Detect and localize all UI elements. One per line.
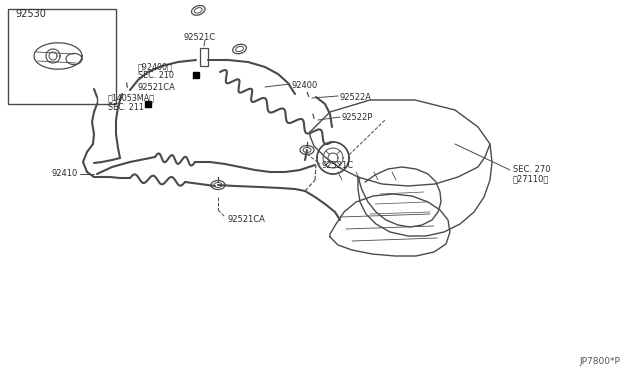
Ellipse shape — [70, 68, 84, 78]
Text: ㈐14053MA】: ㈐14053MA】 — [108, 93, 155, 103]
Text: SEC. 270: SEC. 270 — [513, 166, 550, 174]
Text: 92521CA: 92521CA — [227, 215, 265, 224]
Ellipse shape — [211, 180, 225, 189]
Ellipse shape — [214, 183, 222, 187]
Text: ㈐92400】: ㈐92400】 — [138, 62, 173, 71]
Text: 92400: 92400 — [292, 80, 318, 90]
Text: 92410: 92410 — [52, 170, 78, 179]
Text: ㈐27110】: ㈐27110】 — [513, 174, 549, 183]
Text: 92521CA: 92521CA — [138, 83, 176, 92]
Text: 92530: 92530 — [15, 9, 46, 19]
Text: SEC. 210: SEC. 210 — [138, 71, 174, 80]
Text: 92522A: 92522A — [340, 93, 372, 102]
Ellipse shape — [195, 8, 202, 13]
Bar — [200, 48, 208, 66]
Text: SEC. 211: SEC. 211 — [108, 103, 144, 112]
Bar — [8, 9, 116, 104]
Text: 92521C: 92521C — [184, 32, 216, 42]
Ellipse shape — [300, 145, 314, 154]
Ellipse shape — [191, 6, 205, 15]
Text: 92521C: 92521C — [322, 160, 354, 170]
Polygon shape — [317, 142, 349, 174]
Ellipse shape — [233, 44, 246, 54]
Ellipse shape — [236, 46, 243, 52]
Ellipse shape — [303, 148, 311, 153]
Text: JP7800*P: JP7800*P — [579, 357, 620, 366]
Ellipse shape — [74, 70, 81, 76]
Text: 92522P: 92522P — [342, 113, 373, 122]
